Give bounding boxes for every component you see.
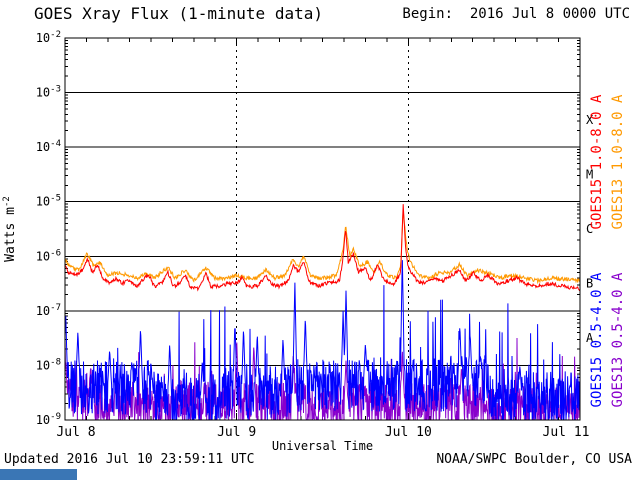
y-tick-label: 10-2 bbox=[36, 30, 61, 45]
y-tick-label: 10-5 bbox=[36, 194, 61, 209]
y-axis-title: Watts m-2 bbox=[2, 196, 18, 262]
begin-timestamp: Begin: 2016 Jul 8 0000 UTC bbox=[402, 6, 630, 22]
series-line-goes15-long bbox=[65, 204, 580, 292]
series-line-goes15-short bbox=[65, 260, 580, 420]
x-axis-title: Universal Time bbox=[272, 439, 373, 453]
y-tick-label: 10-6 bbox=[36, 248, 61, 263]
noaa-credit: NOAA/SWPC Boulder, CO USA bbox=[436, 452, 632, 467]
flare-class-label-b: B bbox=[586, 277, 593, 291]
y-tick-label: 10-7 bbox=[36, 303, 61, 318]
legend-label-goes13-short: GOES13 0.5-4.0 A bbox=[610, 272, 626, 407]
legend-label-goes15-short: GOES15 0.5-4.0 A bbox=[589, 272, 605, 407]
flare-class-label-m: M bbox=[586, 167, 593, 181]
plot-border bbox=[64, 37, 581, 421]
flare-class-label-a: A bbox=[586, 331, 594, 345]
legend-label-goes13-long: GOES13 1.0-8.0 A bbox=[610, 94, 626, 229]
series-line-goes13-long bbox=[65, 209, 580, 285]
flare-class-label-x: X bbox=[586, 113, 594, 127]
x-tick-label: Jul 10 bbox=[385, 425, 432, 440]
y-tick-label: 10-3 bbox=[36, 85, 61, 100]
series-line-goes13-short bbox=[65, 337, 580, 420]
x-tick-label: Jul 11 bbox=[543, 425, 590, 440]
y-tick-label: 10-8 bbox=[36, 357, 61, 372]
y-tick-label: 10-4 bbox=[36, 139, 61, 154]
flare-class-label-c: C bbox=[586, 222, 593, 236]
updated-timestamp: Updated 2016 Jul 10 23:59:11 UTC bbox=[4, 452, 255, 467]
taskbar-fragment bbox=[0, 469, 77, 480]
x-tick-label: Jul 9 bbox=[217, 425, 256, 440]
chart-title: GOES Xray Flux (1-minute data) bbox=[34, 4, 323, 23]
x-tick-label: Jul 8 bbox=[56, 425, 95, 440]
legend-label-goes15-long: GOES15 1.0-8.0 A bbox=[589, 94, 605, 229]
